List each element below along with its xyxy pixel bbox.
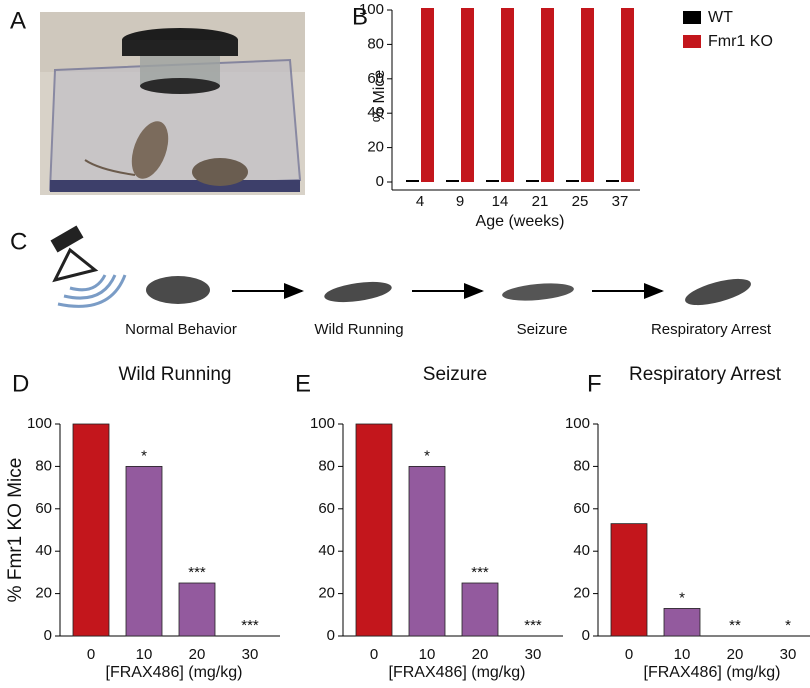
x-tick-label: 37 — [612, 193, 629, 210]
bar — [446, 180, 459, 182]
significance: * — [141, 447, 147, 464]
bar — [408, 465, 446, 637]
bar — [72, 423, 110, 637]
x-tick-label: 0 — [370, 646, 378, 663]
bar — [461, 8, 474, 182]
chart-title: Seizure — [423, 364, 487, 385]
x-tick-label: 14 — [492, 193, 509, 210]
x-tick-label: 0 — [87, 646, 95, 663]
x-tick-label: 25 — [572, 193, 589, 210]
significance: *** — [471, 564, 489, 581]
y-tick-label: 80 — [573, 457, 590, 474]
chart-title: Wild Running — [119, 364, 232, 385]
y-tick-label: 60 — [367, 70, 384, 87]
bar — [663, 608, 701, 637]
bar — [566, 180, 579, 182]
y-tick-label: 0 — [582, 627, 590, 644]
stage-label: Wild Running — [314, 321, 403, 338]
x-axis-label: [FRAX486] (mg/kg) — [644, 664, 781, 681]
x-tick-label: 10 — [674, 646, 691, 663]
panel-label: A — [10, 7, 26, 34]
y-tick-label: 0 — [327, 627, 335, 644]
significance: * — [424, 447, 430, 464]
x-tick-label: 9 — [456, 193, 464, 210]
y-tick-label: 100 — [565, 415, 590, 432]
significance: * — [785, 617, 791, 634]
bar — [125, 465, 163, 637]
photo — [40, 12, 305, 195]
y-axis-label: % Mice — [371, 70, 388, 123]
significance: *** — [188, 564, 206, 581]
y-tick-label: 80 — [318, 457, 335, 474]
y-tick-label: 20 — [367, 139, 384, 156]
x-axis-label: [FRAX486] (mg/kg) — [389, 664, 526, 681]
bar — [610, 523, 648, 637]
panel-label: C — [10, 228, 27, 255]
x-tick-label: 10 — [419, 646, 436, 663]
y-tick-label: 40 — [35, 542, 52, 559]
y-tick-label: 40 — [367, 104, 384, 121]
bar — [526, 180, 539, 182]
y-tick-label: 80 — [367, 35, 384, 52]
bar — [541, 8, 554, 182]
legend-swatch — [683, 35, 701, 48]
stage-label: Respiratory Arrest — [651, 321, 772, 338]
legend-label: WT — [708, 9, 733, 26]
significance: *** — [524, 617, 542, 634]
x-tick-label: 10 — [136, 646, 153, 663]
y-tick-label: 100 — [310, 415, 335, 432]
panel-label: D — [12, 370, 29, 397]
bar — [421, 8, 434, 182]
y-tick-label: 40 — [573, 542, 590, 559]
bar — [606, 180, 619, 182]
x-tick-label: 20 — [727, 646, 744, 663]
bar — [581, 8, 594, 182]
x-axis-label: Age (weeks) — [476, 213, 565, 230]
y-tick-label: 100 — [359, 1, 384, 18]
bar — [355, 423, 393, 637]
y-tick-label: 0 — [44, 627, 52, 644]
y-tick-label: 80 — [35, 457, 52, 474]
panel-label: E — [295, 370, 311, 397]
stage-label: Normal Behavior — [125, 321, 237, 338]
x-tick-label: 30 — [242, 646, 259, 663]
y-tick-label: 60 — [318, 500, 335, 517]
x-tick-label: 20 — [472, 646, 489, 663]
bar — [501, 8, 514, 182]
y-tick-label: 20 — [573, 585, 590, 602]
x-tick-label: 0 — [625, 646, 633, 663]
legend-label: Fmr1 KO — [708, 33, 773, 50]
bar — [178, 582, 216, 637]
x-tick-label: 30 — [525, 646, 542, 663]
x-tick-label: 4 — [416, 193, 424, 210]
y-tick-label: 60 — [573, 500, 590, 517]
stage-label: Seizure — [517, 321, 568, 338]
bar — [621, 8, 634, 182]
x-tick-label: 30 — [780, 646, 797, 663]
y-axis-label: % Fmr1 KO Mice — [5, 458, 26, 603]
y-tick-label: 40 — [318, 542, 335, 559]
chart-title: Respiratory Arrest — [629, 364, 782, 385]
y-tick-label: 60 — [35, 500, 52, 517]
y-tick-label: 20 — [318, 585, 335, 602]
significance: * — [679, 589, 685, 606]
x-tick-label: 20 — [189, 646, 206, 663]
y-tick-label: 20 — [35, 585, 52, 602]
bar — [486, 180, 499, 182]
bar — [461, 582, 499, 637]
y-tick-label: 0 — [376, 173, 384, 190]
significance: *** — [241, 617, 259, 634]
y-tick-label: 100 — [27, 415, 52, 432]
legend-swatch — [683, 11, 701, 24]
x-tick-label: 21 — [532, 193, 549, 210]
panel-label: F — [587, 370, 602, 397]
bar — [406, 180, 419, 182]
schematic — [50, 225, 751, 308]
significance: ** — [729, 617, 741, 634]
panel-label: B — [352, 3, 368, 30]
x-axis-label: [FRAX486] (mg/kg) — [106, 664, 243, 681]
